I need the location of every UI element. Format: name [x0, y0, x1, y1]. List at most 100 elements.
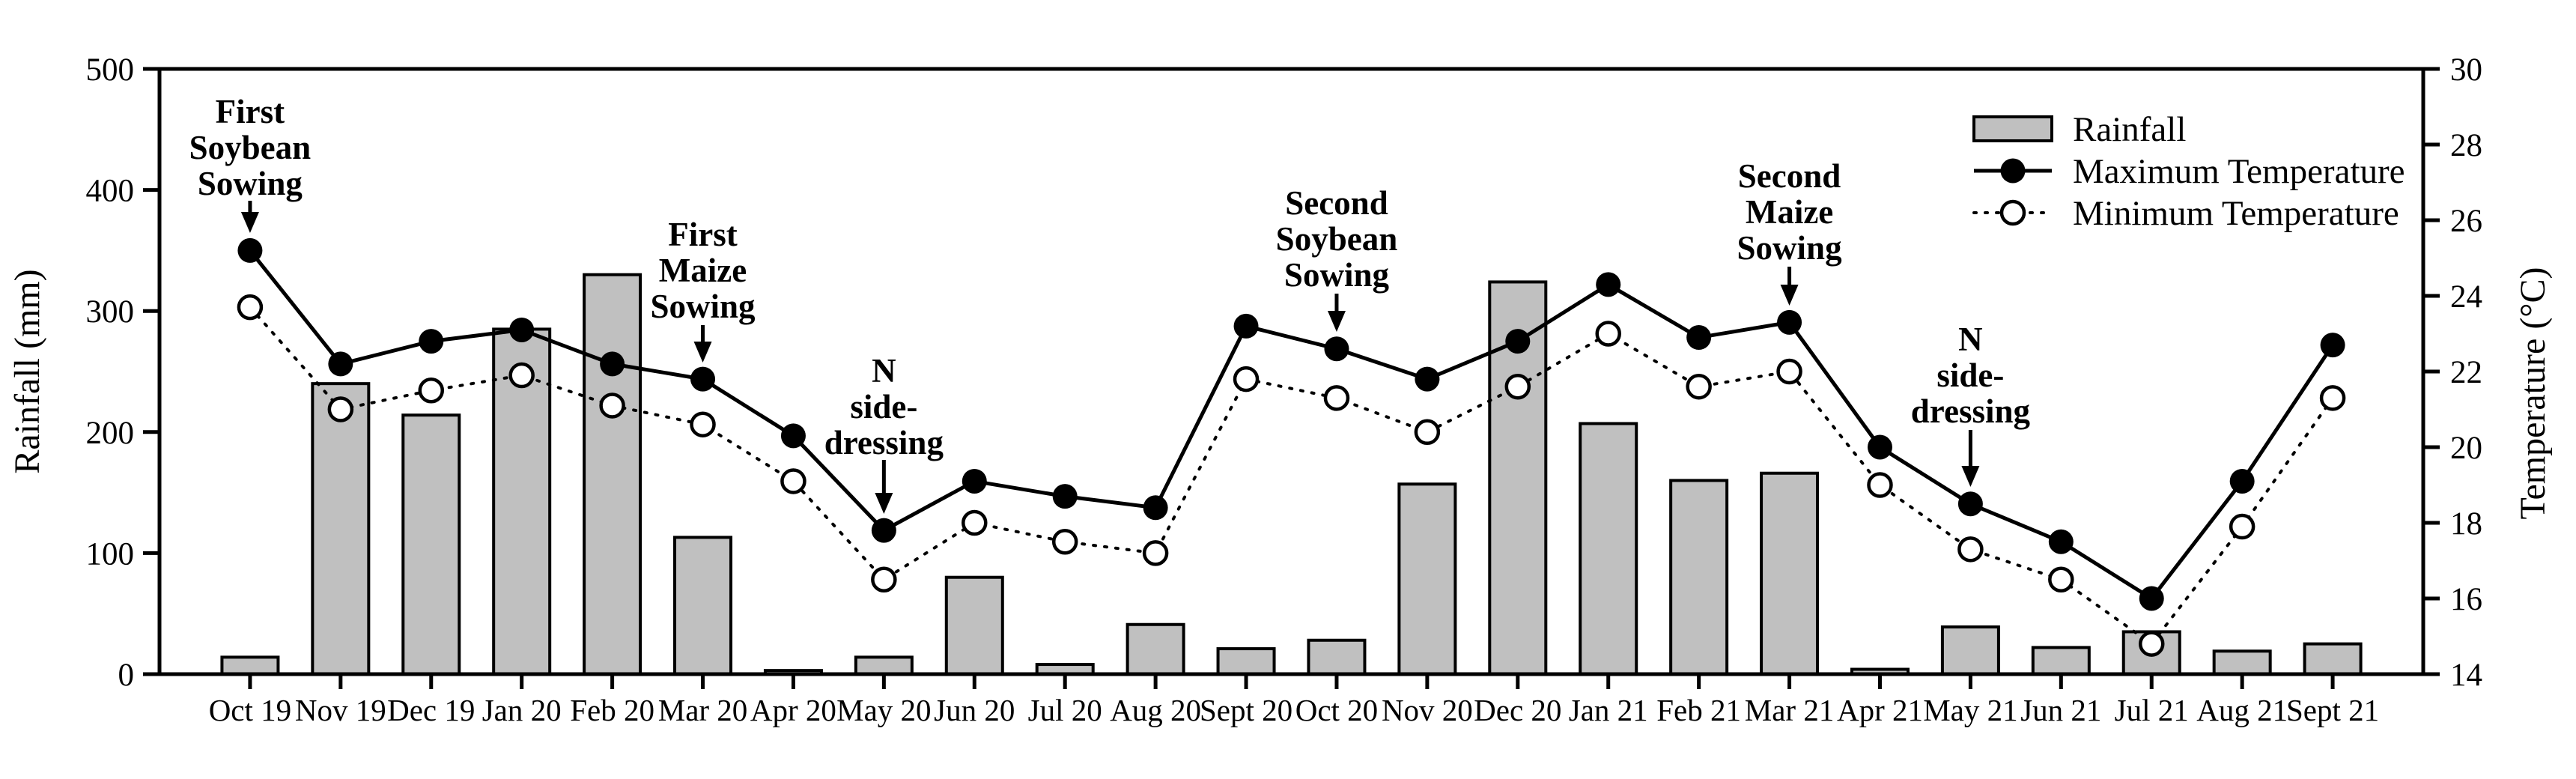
annotation-text: side-: [1936, 357, 2004, 394]
min-temp-marker: [1686, 373, 1712, 400]
min-temp-marker: [327, 396, 354, 422]
month-tick-label: Sept 20: [1200, 693, 1292, 727]
rainfall-bar: [854, 655, 914, 676]
annotation-text: Maize: [1746, 193, 1833, 231]
min-temp-marker: [690, 411, 716, 437]
min-temp-marker: [1142, 540, 1169, 566]
rainfall-bar: [1940, 625, 2000, 676]
max-temp-marker: [2320, 333, 2345, 358]
max-temp-marker: [2139, 586, 2164, 611]
max-temp-marker: [1596, 272, 1621, 297]
month-tick-label: Aug 20: [1110, 693, 1201, 727]
annotation-arrow-head: [240, 212, 259, 233]
rainfall-bar: [2303, 642, 2363, 676]
month-tick-label: Apr 20: [750, 693, 836, 727]
month-tick-label: Mar 21: [1745, 693, 1835, 727]
axes: 0 100 200 300 400 500 14 16 18 20 22 24 26 28 30 Oct 19…: [86, 52, 2483, 727]
max-temp-marker: [600, 351, 625, 377]
rainfall-bar: [1579, 422, 1638, 676]
max-temp-marker: [237, 237, 263, 263]
maximum-temperature-series: [237, 237, 2345, 611]
right-tick-label: 14: [2450, 658, 2482, 693]
rainfall-bar: [1669, 479, 1729, 676]
rainfall-bar: [220, 655, 280, 676]
month-tick-label: Nov 20: [1382, 693, 1473, 727]
annotation-text: Soybean: [1276, 220, 1398, 258]
min-temp-marker: [2048, 566, 2074, 592]
legend-rainfall-label: Rainfall: [2073, 110, 2186, 149]
rainfall-bar: [1307, 638, 1367, 676]
right-tick-label: 20: [2450, 431, 2482, 466]
month-tick-label: Jun 21: [2020, 693, 2101, 727]
month-tick-label: Mar 20: [658, 693, 748, 727]
annotation-text: Soybean: [189, 129, 312, 166]
left-tick-label: 0: [118, 658, 135, 693]
legend-max-marker: [2000, 158, 2026, 184]
max-temp-marker: [328, 351, 353, 377]
annotation-text: Sowing: [1737, 229, 1843, 267]
annotation-text: Sowing: [198, 165, 303, 202]
min-temp-marker: [1414, 419, 1441, 446]
left-axis-title: Rainfall (mm): [7, 269, 47, 473]
month-tick-label: Dec 20: [1474, 693, 1561, 727]
month-tick-label: Nov 19: [295, 693, 386, 727]
month-tick-label: Apr 21: [1837, 693, 1923, 727]
max-temp-marker: [419, 329, 444, 354]
max-temp-marker: [509, 317, 535, 342]
min-temp-marker: [871, 566, 897, 592]
max-temp-marker: [1686, 325, 1712, 351]
legend-max-label: Maximum Temperature: [2073, 152, 2405, 191]
legend-rainfall-swatch: [1972, 115, 2053, 142]
month-tick-label: Feb 21: [1656, 693, 1741, 727]
rainfall-bar: [1216, 647, 1276, 676]
min-temp-marker: [1776, 358, 1802, 385]
month-tick-label: May 21: [1923, 693, 2017, 727]
max-temp-marker: [1324, 336, 1349, 362]
max-temp-marker: [1867, 434, 1892, 460]
max-temp-marker: [2229, 468, 2255, 494]
min-temp-marker: [418, 378, 445, 404]
rainfall-bar: [1126, 622, 1185, 676]
max-temp-marker: [1052, 484, 1078, 509]
right-tick-label: 22: [2450, 355, 2482, 390]
month-tick-label: Jan 21: [1569, 693, 1648, 727]
max-temp-marker: [871, 518, 896, 543]
month-tick-label: Sept 21: [2286, 693, 2379, 727]
min-temp-marker: [2138, 631, 2165, 657]
min-temp-marker: [962, 509, 988, 536]
max-temp-marker: [1415, 366, 1440, 392]
max-temp-marker: [1777, 309, 1802, 335]
month-tick-label: Jul 21: [2115, 693, 2189, 727]
legend-min-marker: [1999, 199, 2026, 226]
month-tick-label: Feb 20: [570, 693, 654, 727]
month-tick-label: Oct 19: [209, 693, 291, 727]
left-tick-label: 300: [86, 294, 135, 330]
month-tick-label: May 20: [836, 693, 931, 727]
rainfall-bar: [673, 536, 733, 676]
min-temp-marker: [2319, 385, 2346, 411]
annotations: FirstSoybeanSowingFirstMaizeSowingNside-…: [189, 93, 2031, 514]
chart-generated-content: 0 100 200 300 400 500 14 16 18 20 22 24 26 28 30 Oct 19…: [86, 52, 2483, 727]
right-tick-label: 18: [2450, 506, 2482, 542]
max-temp-marker: [690, 366, 716, 392]
annotation-text: N: [872, 352, 896, 390]
annotation-text: First: [216, 93, 285, 130]
min-temp-marker: [599, 392, 625, 419]
right-tick-label: 30: [2450, 52, 2482, 88]
rainfall-bar: [944, 575, 1004, 676]
rainfall-bar: [401, 413, 461, 676]
annotation-arrow-head: [1327, 311, 1346, 332]
annotation-arrow-head: [1780, 285, 1799, 306]
left-tick-label: 200: [86, 416, 135, 451]
max-temp-marker: [1957, 491, 1983, 517]
right-axis-title: Temperature (°C): [2513, 267, 2553, 519]
annotation-text: Second: [1285, 184, 1388, 222]
min-temp-marker: [1233, 366, 1260, 392]
min-temp-marker: [1957, 536, 1984, 563]
annotation-text: N: [1958, 321, 1983, 358]
min-temp-marker: [1595, 321, 1621, 347]
minimum-temperature-series-line: [248, 306, 2335, 646]
